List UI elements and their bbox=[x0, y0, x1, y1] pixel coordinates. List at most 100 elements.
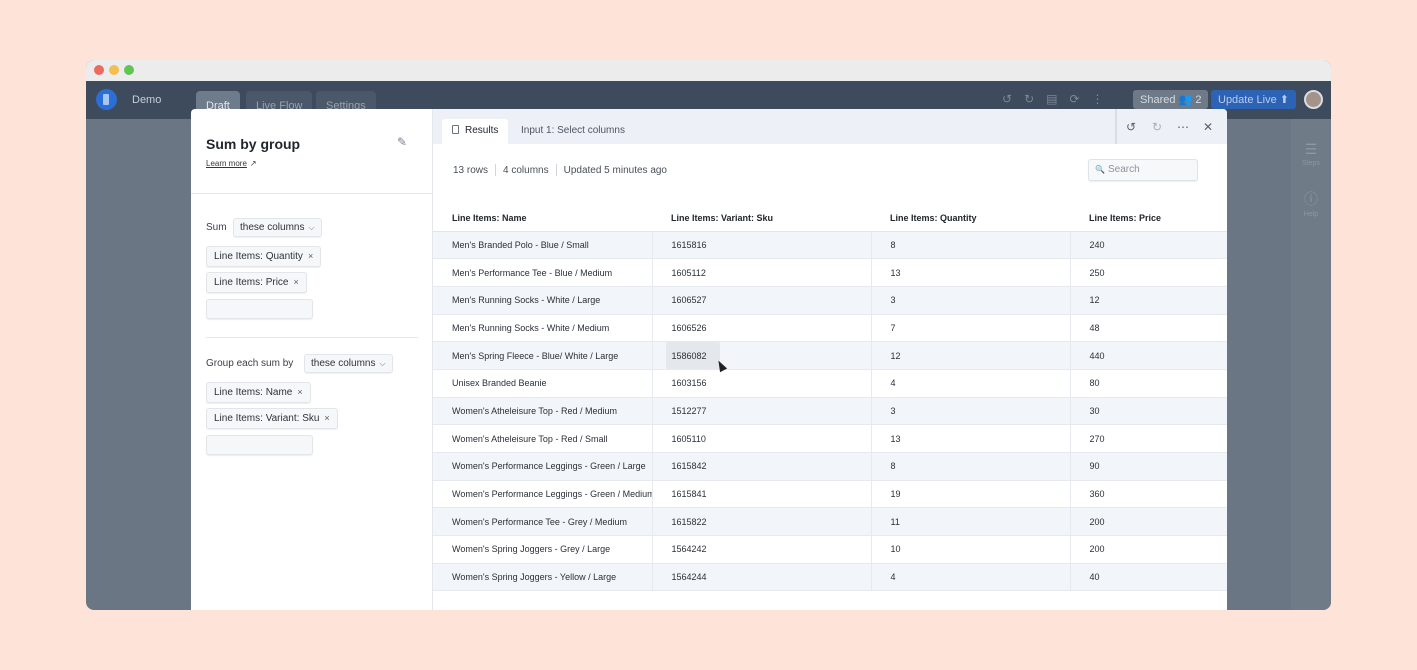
table-cell[interactable]: Women's Performance Tee - Grey / Medium bbox=[433, 507, 653, 537]
table-cell[interactable]: 4 bbox=[871, 563, 1071, 592]
table-row: Men's Performance Tee - Blue / Medium 16… bbox=[433, 258, 1227, 287]
steps-label: Steps bbox=[1302, 160, 1320, 167]
cell-value: 1586082 bbox=[671, 350, 707, 361]
close-icon[interactable]: ✕ bbox=[1203, 120, 1214, 134]
table-cell[interactable]: 90 bbox=[1070, 452, 1227, 481]
table-cell[interactable]: 360 bbox=[1070, 480, 1227, 509]
table-cell[interactable]: Women's Performance Leggings - Green / L… bbox=[433, 452, 653, 481]
table-cell[interactable]: Women's Atheleisure Top - Red / Small bbox=[433, 424, 653, 453]
remove-icon[interactable]: × bbox=[297, 387, 303, 397]
right-rail: ☰ Steps ⓘ Help bbox=[1291, 119, 1331, 610]
table-cell[interactable]: Men's Spring Fleece - Blue/ White / Larg… bbox=[433, 341, 653, 370]
table-cell[interactable]: 270 bbox=[1070, 424, 1227, 453]
table-cell[interactable]: Men's Branded Polo - Blue / Small bbox=[433, 231, 653, 260]
results-tabs-bar: Results Input 1: Select columns ↺ ↻ ⋯ ✕ bbox=[433, 109, 1227, 144]
steps-rail-button[interactable]: ☰ Steps bbox=[1291, 141, 1331, 167]
table-cell[interactable]: 40 bbox=[1070, 563, 1227, 592]
table-cell[interactable]: 1564244 bbox=[652, 563, 872, 592]
more-vertical-icon[interactable]: ⋮ bbox=[1091, 92, 1104, 106]
redo-icon[interactable]: ↻ bbox=[1152, 120, 1163, 134]
table-cell[interactable]: 200 bbox=[1070, 507, 1227, 537]
add-sum-column-field[interactable] bbox=[206, 299, 313, 319]
remove-icon[interactable]: × bbox=[307, 251, 314, 261]
table-cell[interactable]: 1606527 bbox=[652, 286, 872, 315]
table-cell[interactable]: Women's Spring Joggers - Yellow / Large bbox=[433, 563, 653, 592]
redo-icon[interactable]: ↻ bbox=[1024, 92, 1035, 106]
table-cell[interactable]: 1615822 bbox=[652, 507, 872, 537]
table-cell[interactable]: Men's Running Socks - White / Medium bbox=[433, 314, 653, 343]
sum-select-value: these columns bbox=[240, 222, 305, 233]
table-cell[interactable]: 8 bbox=[871, 231, 1071, 260]
table-cell[interactable]: 1606526 bbox=[652, 314, 872, 343]
table-cell[interactable]: 4 bbox=[871, 369, 1071, 398]
group-column-chip[interactable]: Line Items: Variant: Sku × bbox=[206, 408, 338, 429]
table-cell[interactable]: 13 bbox=[871, 258, 1071, 287]
close-window-button[interactable] bbox=[94, 65, 104, 75]
tab-results[interactable]: Results bbox=[442, 119, 509, 144]
column-header[interactable]: Line Items: Price bbox=[1070, 205, 1227, 232]
table-cell[interactable]: 1605112 bbox=[652, 258, 872, 287]
search-input[interactable]: 🔍 Search bbox=[1088, 159, 1198, 181]
undo-icon[interactable]: ↺ bbox=[1126, 120, 1137, 134]
table-cell[interactable]: 1615841 bbox=[652, 480, 872, 509]
table-cell[interactable]: 1615816 bbox=[652, 231, 872, 260]
minimize-window-button[interactable] bbox=[109, 65, 119, 75]
add-group-column-field[interactable] bbox=[206, 435, 313, 455]
undo-icon[interactable]: ↺ bbox=[1002, 92, 1013, 106]
table-cell[interactable]: 1605110 bbox=[652, 424, 872, 453]
table-cell[interactable]: 11 bbox=[871, 507, 1071, 537]
column-header[interactable]: Line Items: Quantity bbox=[871, 205, 1070, 232]
table-cell[interactable]: 30 bbox=[1070, 397, 1227, 426]
group-by-label: Group each sum by bbox=[206, 358, 294, 369]
column-header[interactable]: Line Items: Name bbox=[433, 205, 652, 232]
sum-column-chip[interactable]: Line Items: Quantity × bbox=[206, 246, 322, 267]
remove-icon[interactable]: × bbox=[293, 277, 299, 287]
table-cell[interactable]: 440 bbox=[1070, 341, 1227, 370]
app-title: Demo bbox=[132, 94, 162, 106]
table-cell[interactable]: 1512277 bbox=[652, 397, 872, 426]
table-cell[interactable]: 13 bbox=[871, 424, 1071, 453]
table-cell[interactable]: Men's Running Socks - White / Large bbox=[433, 286, 653, 315]
table-cell-hovered[interactable]: 1586082 bbox=[652, 341, 872, 370]
table-cell[interactable]: 19 bbox=[871, 480, 1071, 509]
help-rail-button[interactable]: ⓘ Help bbox=[1291, 189, 1331, 218]
avatar[interactable] bbox=[1304, 90, 1323, 109]
table-cell[interactable]: 240 bbox=[1070, 231, 1227, 260]
group-columns-select[interactable]: these columns ⌵ bbox=[304, 354, 393, 373]
shared-button[interactable]: Shared 👥 2 bbox=[1133, 90, 1209, 109]
column-header[interactable]: Line Items: Variant: Sku bbox=[652, 205, 871, 232]
table-cell[interactable]: 1564242 bbox=[652, 535, 872, 564]
update-live-button[interactable]: Update Live ⬆ bbox=[1211, 90, 1296, 109]
table-cell[interactable]: 200 bbox=[1070, 535, 1227, 564]
table-cell[interactable]: 10 bbox=[871, 535, 1071, 564]
table-cell[interactable]: Women's Performance Leggings - Green / M… bbox=[433, 480, 653, 509]
maximize-window-button[interactable] bbox=[124, 65, 134, 75]
upload-arrow-icon: ⬆ bbox=[1279, 94, 1289, 106]
table-cell[interactable]: 80 bbox=[1070, 369, 1227, 398]
learn-more-link[interactable]: Learn more ↗ bbox=[206, 159, 257, 168]
table-cell[interactable]: 7 bbox=[871, 314, 1071, 343]
table-cell[interactable]: Men's Performance Tee - Blue / Medium bbox=[433, 258, 653, 287]
group-column-chip[interactable]: Line Items: Name × bbox=[206, 382, 311, 403]
table-cell[interactable]: 1603156 bbox=[652, 369, 872, 398]
remove-icon[interactable]: × bbox=[324, 413, 330, 423]
table-cell[interactable]: 250 bbox=[1070, 258, 1227, 287]
table-cell[interactable]: 48 bbox=[1070, 314, 1227, 343]
sum-column-chip[interactable]: Line Items: Price × bbox=[206, 272, 307, 293]
table-cell[interactable]: 12 bbox=[871, 341, 1071, 370]
table-row: Men's Running Socks - White / Large 1606… bbox=[433, 286, 1227, 315]
table-cell[interactable]: 12 bbox=[1070, 286, 1227, 315]
table-cell[interactable]: Unisex Branded Beanie bbox=[433, 369, 653, 398]
table-cell[interactable]: 3 bbox=[871, 397, 1071, 426]
save-icon[interactable]: ▤ bbox=[1046, 92, 1058, 106]
sum-columns-select[interactable]: these columns ⌵ bbox=[233, 218, 322, 237]
refresh-icon[interactable]: ⟳ bbox=[1069, 92, 1080, 106]
tab-input-select-columns[interactable]: Input 1: Select columns bbox=[521, 125, 625, 136]
table-cell[interactable]: 3 bbox=[871, 286, 1071, 315]
table-cell[interactable]: 1615842 bbox=[652, 452, 872, 481]
more-horizontal-icon[interactable]: ⋯ bbox=[1177, 120, 1189, 134]
table-cell[interactable]: Women's Atheleisure Top - Red / Medium bbox=[433, 397, 653, 426]
table-cell[interactable]: 8 bbox=[871, 452, 1071, 481]
pencil-icon[interactable]: ✎ bbox=[397, 135, 408, 149]
table-cell[interactable]: Women's Spring Joggers - Grey / Large bbox=[433, 535, 653, 564]
